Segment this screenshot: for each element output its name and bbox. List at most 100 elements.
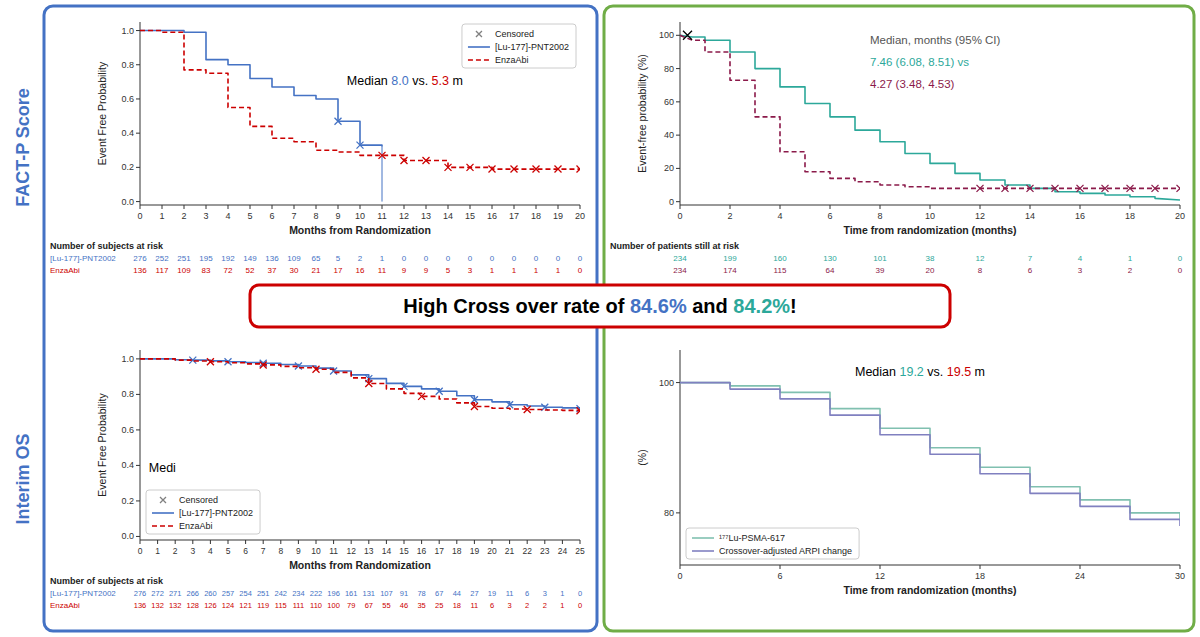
annotation: 7.46 (6.08, 8.51) vs [870, 56, 969, 68]
x-tick-label: 8 [313, 211, 318, 221]
at-risk-value: 251 [257, 589, 270, 598]
censored-mark [471, 403, 478, 410]
plot-area [680, 31, 1180, 200]
x-tick [456, 540, 457, 544]
x-tick [333, 540, 334, 544]
x-tick-label: 18 [975, 571, 985, 581]
at-risk-value: 46 [400, 601, 408, 610]
x-tick-label: 16 [1075, 211, 1085, 221]
x-tick [780, 565, 781, 569]
at-risk-value: 25 [435, 601, 443, 610]
at-risk-value: 276 [134, 589, 147, 598]
y-axis-label: (%) [636, 449, 648, 465]
at-risk-title: Number of patients still at risk [610, 241, 740, 251]
y-tick [136, 167, 140, 168]
annotation: Median, months (95% CI) [870, 34, 1001, 46]
at-risk-value: 132 [169, 601, 182, 610]
x-tick-label: 19 [553, 211, 563, 221]
x-tick [1130, 205, 1131, 209]
legend-label: Censored [495, 29, 534, 39]
at-risk-value: 91 [400, 589, 408, 598]
legend-label: EnzaAbi [495, 55, 529, 65]
legend-line [692, 537, 714, 539]
at-risk-value: 272 [151, 589, 164, 598]
censored-mark [1027, 185, 1034, 192]
y-tick [136, 30, 140, 31]
at-risk-value: 117 [156, 266, 169, 275]
x-tick [206, 205, 207, 209]
y-tick-label: 40 [664, 130, 674, 140]
annotation-part: vs. [924, 365, 947, 379]
x-tick [558, 205, 559, 209]
censored-mark [1052, 185, 1059, 192]
at-risk-value: 234 [292, 589, 305, 598]
plot-area [140, 31, 580, 202]
at-risk-value: 0 [446, 254, 451, 263]
x-tick [250, 205, 251, 209]
y-tick-label: 0.8 [121, 389, 134, 399]
x-tick-label: 14 [1025, 211, 1035, 221]
at-risk-value: 5 [446, 266, 451, 275]
annotation-part: 7.46 (6.08, 8.51) vs [870, 56, 969, 68]
y-tick-label: 0.2 [121, 162, 134, 172]
at-risk-value: 64 [826, 266, 835, 275]
at-risk-value: 7 [1028, 254, 1033, 263]
y-tick-label: 0.6 [121, 94, 134, 104]
x-tick-label: 6 [777, 571, 782, 581]
censored-mark [533, 166, 540, 173]
at-risk-value: 1 [560, 601, 564, 610]
at-risk-value: 18 [453, 601, 461, 610]
legend-line [152, 525, 174, 527]
at-risk-value: 0 [556, 254, 561, 263]
at-risk-value: 199 [723, 254, 737, 263]
y-tick-label: 0.4 [121, 128, 134, 138]
annotation-part: vs. [409, 74, 432, 88]
x-tick-label: 14 [382, 546, 392, 556]
censored-mark [445, 164, 452, 171]
x-tick [140, 540, 141, 544]
y-tick [136, 98, 140, 99]
x-tick [1080, 205, 1081, 209]
x-tick-label: 12 [346, 546, 356, 556]
y-tick [136, 201, 140, 202]
annotation-part: 19.2 [899, 365, 923, 379]
at-risk-value: 136 [134, 601, 147, 610]
y-tick-label: 1.0 [121, 26, 134, 36]
at-risk-value: 0 [578, 266, 583, 275]
annotation-part: 5.3 [432, 74, 449, 88]
x-axis-label: Time from randomization (months) [843, 584, 1016, 596]
x-axis-label: Months from Randomization [289, 559, 431, 571]
at-risk-value: 2 [358, 254, 363, 263]
x-tick-label: 2 [727, 211, 732, 221]
at-risk-row-label: [Lu-177]-PNT2002 [50, 589, 116, 598]
x-tick [162, 205, 163, 209]
x-tick-label: 6 [243, 546, 248, 556]
at-risk-value: 109 [287, 254, 301, 263]
annotation: Median 19.2 vs. 19.5 m [855, 365, 985, 379]
at-risk-value: 3 [508, 601, 512, 610]
at-risk-row-label: [Lu-177]-PNT2002 [50, 254, 116, 263]
callout-part: ! [790, 295, 797, 317]
legend-line [468, 59, 490, 61]
y-tick-label: 60 [664, 97, 674, 107]
x-tick [1180, 205, 1181, 209]
at-risk-value: 196 [327, 589, 340, 598]
x-tick-label: 16 [417, 546, 427, 556]
at-risk-value: 234 [673, 266, 687, 275]
x-tick [316, 205, 317, 209]
x-tick-label: 2 [173, 546, 178, 556]
x-tick-label: 9 [296, 546, 301, 556]
x-axis-label: Time from randomization (months) [843, 224, 1016, 236]
censored-mark [506, 401, 513, 408]
at-risk-value: 78 [417, 589, 425, 598]
x-tick [680, 565, 681, 569]
at-risk-value: 126 [204, 601, 217, 610]
at-risk-value: 79 [347, 601, 355, 610]
at-risk-value: 0 [468, 254, 473, 263]
at-risk-value: 115 [774, 266, 787, 275]
row-label: FACT-P Score [13, 88, 33, 207]
x-tick [980, 205, 981, 209]
at-risk-value: 242 [275, 589, 288, 598]
x-tick-label: 25 [575, 546, 585, 556]
series-line [680, 35, 1180, 188]
